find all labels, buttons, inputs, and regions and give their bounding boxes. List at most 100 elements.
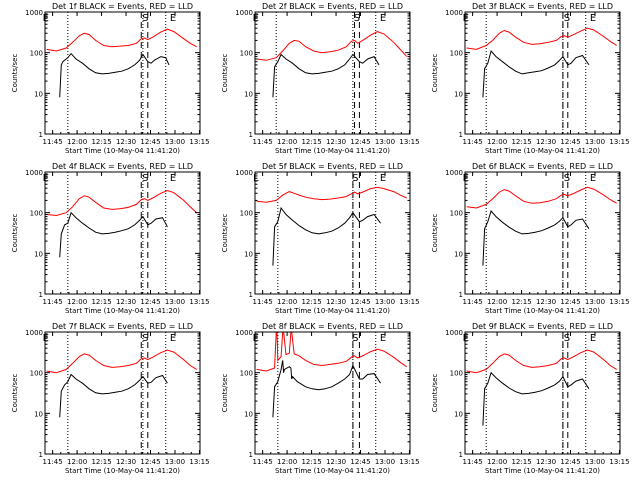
- chart-title: Det 4f BLACK = Events, RED = LLD: [52, 162, 193, 171]
- events-series-line: [272, 53, 380, 98]
- marker-label: S: [142, 173, 148, 184]
- chart-title: Det 6f BLACK = Events, RED = LLD: [472, 162, 613, 171]
- events-series-line: [272, 206, 382, 266]
- x-tick-label: 12:15: [511, 298, 531, 306]
- lld-series-line: [466, 349, 617, 374]
- marker-label: S: [564, 333, 570, 344]
- x-tick-label: 12:45: [560, 458, 580, 466]
- marker-label: E: [380, 333, 386, 344]
- x-tick-label: 12:45: [140, 458, 160, 466]
- x-tick-label: 11:45: [253, 458, 273, 466]
- x-tick-label: 12:15: [91, 298, 111, 306]
- events-series-line: [59, 52, 170, 98]
- chart-title: Det 9f BLACK = Events, RED = LLD: [472, 322, 613, 331]
- x-tick-label: 12:00: [277, 138, 297, 146]
- x-tick-label: 12:45: [140, 138, 160, 146]
- chart-title: Det 5f BLACK = Events, RED = LLD: [262, 162, 403, 171]
- events-series-line: [272, 360, 382, 418]
- events-series-line: [482, 49, 590, 98]
- events-series-line: [482, 209, 590, 266]
- x-tick-label: 12:45: [560, 298, 580, 306]
- marker-label: S: [564, 13, 570, 24]
- x-tick-label: 13:15: [399, 458, 419, 466]
- x-tick-label: 12:30: [536, 298, 556, 306]
- x-tick-label: 12:45: [350, 458, 370, 466]
- x-tick-label: 12:00: [67, 458, 87, 466]
- x-axis-label: Start Time (10-May-04 11:41:20): [275, 467, 390, 475]
- events-series-line: [59, 373, 168, 418]
- y-tick-label: 10: [454, 90, 463, 98]
- y-tick-label: 10: [34, 410, 43, 418]
- x-tick-label: 12:30: [326, 138, 346, 146]
- y-tick-label: 10: [244, 410, 253, 418]
- y-axis-label: Counts/sec: [221, 374, 229, 413]
- x-tick-label: 13:15: [609, 298, 629, 306]
- plot-frame: [254, 171, 411, 295]
- x-axis-label: Start Time (10-May-04 11:41:20): [485, 147, 600, 155]
- y-axis-label: Counts/sec: [11, 54, 19, 93]
- x-tick-label: 12:00: [487, 138, 507, 146]
- plot-frame: [44, 331, 201, 455]
- marker-label: E: [590, 173, 596, 184]
- y-tick-label: 1: [249, 291, 253, 299]
- y-tick-label: 1000: [235, 9, 253, 17]
- x-tick-label: 12:00: [277, 298, 297, 306]
- y-tick-label: 1000: [235, 169, 253, 177]
- x-tick-label: 12:30: [116, 458, 136, 466]
- y-tick-label: 1: [39, 131, 43, 139]
- y-tick-label: 10: [244, 250, 253, 258]
- x-axis-label: Start Time (10-May-04 11:41:20): [65, 147, 180, 155]
- y-axis-label: Counts/sec: [431, 374, 439, 413]
- x-axis-label: Start Time (10-May-04 11:41:20): [485, 307, 600, 315]
- y-tick-label: 1000: [445, 9, 463, 17]
- y-axis-label: Counts/sec: [11, 374, 19, 413]
- x-tick-label: 13:00: [585, 458, 605, 466]
- y-tick-label: 1: [459, 291, 463, 299]
- panel-det-5: LSEDet 5f BLACK = Events, RED = LLD11:45…: [221, 162, 420, 315]
- x-tick-label: 11:45: [43, 298, 63, 306]
- x-tick-label: 12:00: [487, 298, 507, 306]
- x-tick-label: 11:45: [43, 138, 63, 146]
- x-tick-label: 12:00: [487, 458, 507, 466]
- x-tick-label: 12:00: [277, 458, 297, 466]
- x-tick-label: 12:45: [350, 138, 370, 146]
- x-tick-label: 11:45: [253, 138, 273, 146]
- y-tick-label: 1: [249, 451, 253, 459]
- x-tick-label: 12:15: [301, 458, 321, 466]
- marker-label: E: [170, 333, 176, 344]
- marker-label: E: [380, 173, 386, 184]
- x-axis-label: Start Time (10-May-04 11:41:20): [65, 307, 180, 315]
- y-tick-label: 100: [240, 50, 253, 58]
- x-tick-label: 13:00: [375, 138, 395, 146]
- x-tick-label: 12:45: [560, 138, 580, 146]
- x-tick-label: 13:00: [165, 298, 185, 306]
- marker-label: E: [590, 333, 596, 344]
- chart-title: Det 7f BLACK = Events, RED = LLD: [52, 322, 193, 331]
- x-tick-label: 13:00: [585, 298, 605, 306]
- lld-series-line: [466, 186, 617, 209]
- events-series-line: [59, 211, 168, 258]
- marker-label: E: [380, 13, 386, 24]
- y-tick-label: 100: [30, 370, 43, 378]
- x-tick-label: 11:45: [463, 298, 483, 306]
- x-tick-label: 12:15: [301, 298, 321, 306]
- lld-series-line: [256, 332, 407, 372]
- marker-label: E: [590, 13, 596, 24]
- y-tick-label: 1: [39, 291, 43, 299]
- x-tick-label: 12:00: [67, 138, 87, 146]
- chart-title: Det 8f BLACK = Events, RED = LLD: [262, 322, 403, 331]
- x-tick-label: 12:30: [116, 138, 136, 146]
- marker-label: S: [142, 13, 148, 24]
- y-tick-label: 1000: [235, 329, 253, 337]
- x-tick-label: 12:30: [116, 298, 136, 306]
- chart-title: Det 1f BLACK = Events, RED = LLD: [52, 2, 193, 11]
- y-tick-label: 1000: [445, 169, 463, 177]
- y-tick-label: 1000: [25, 9, 43, 17]
- plot-frame: [44, 171, 201, 295]
- lld-series-line: [46, 349, 197, 374]
- x-axis-label: Start Time (10-May-04 11:41:20): [275, 147, 390, 155]
- x-tick-label: 11:45: [463, 458, 483, 466]
